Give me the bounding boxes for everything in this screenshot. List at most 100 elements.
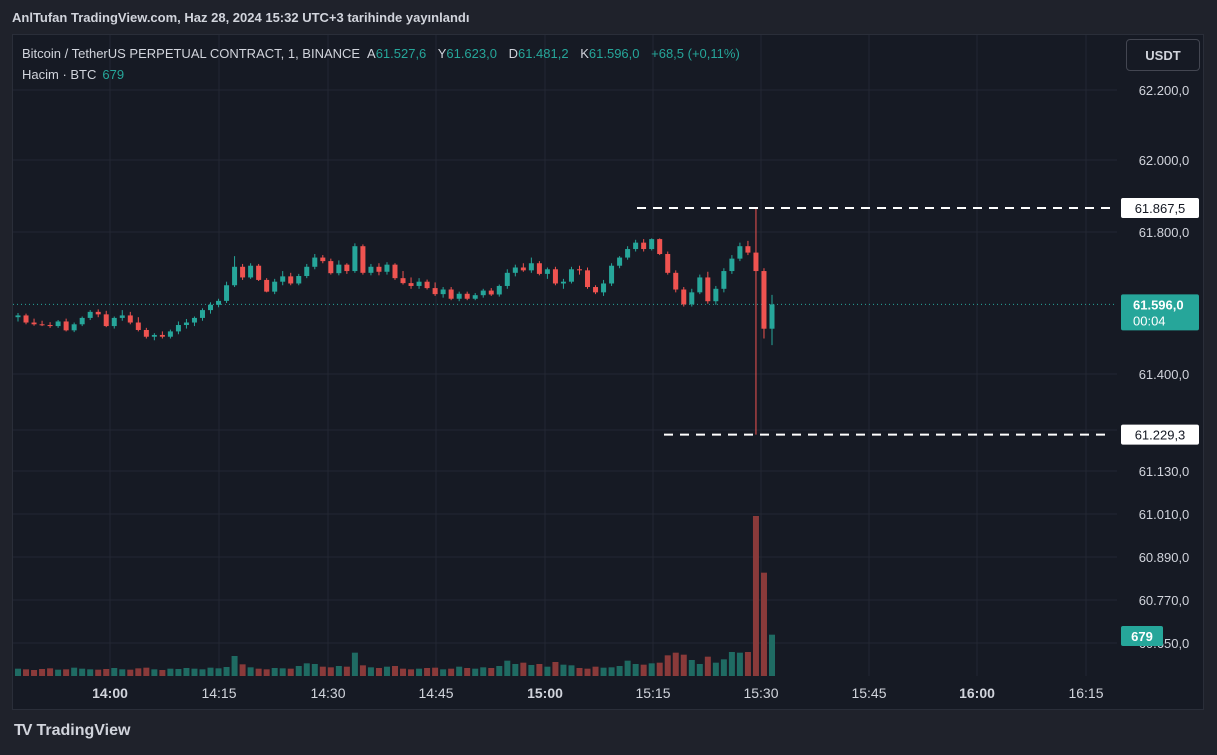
volume-bar (111, 668, 118, 676)
volume-bar (760, 572, 767, 676)
candle (432, 282, 438, 296)
candle (713, 285, 719, 305)
volume-bar (239, 664, 246, 676)
candle (464, 291, 470, 301)
candle (328, 258, 334, 275)
y-tick-label: 62.200,0 (1139, 83, 1190, 98)
volume-bar (464, 668, 471, 676)
candle (280, 271, 286, 286)
candle (23, 313, 29, 325)
volume-bar (432, 667, 439, 676)
volume-bar (536, 664, 543, 676)
volume-bar (472, 668, 479, 676)
x-tick-label: 14:00 (92, 685, 128, 701)
volume-bar (672, 652, 679, 676)
candle (400, 271, 406, 285)
candle (705, 271, 711, 304)
volume-bar (303, 663, 310, 676)
candle (304, 263, 310, 279)
candle (544, 267, 550, 279)
candle (617, 256, 623, 269)
volume-bar (600, 667, 607, 676)
volume-bar (151, 669, 158, 676)
candle (296, 273, 302, 286)
volume-bar (207, 667, 214, 676)
volume-bar (744, 652, 751, 676)
candle (440, 287, 446, 298)
candle (208, 302, 214, 314)
volume-bar (712, 662, 719, 676)
volume-bar (135, 668, 142, 676)
volume-bar (23, 669, 30, 676)
candle (609, 263, 615, 286)
candle (352, 243, 358, 273)
volume-bar (103, 669, 110, 676)
volume-bar (87, 669, 94, 676)
y-tick-label: 61.800,0 (1139, 225, 1190, 240)
candle (119, 310, 125, 321)
candle (585, 267, 591, 289)
candle (248, 263, 254, 279)
candle (183, 318, 189, 329)
last-price-value: 61.596,0 (1133, 297, 1184, 312)
volume-bar (664, 655, 671, 676)
candle (360, 244, 366, 275)
volume-bar (624, 660, 631, 676)
candles (15, 208, 775, 435)
volume-bar (552, 662, 559, 676)
volume-bar (247, 667, 254, 676)
marked-level-value: 61.867,5 (1135, 201, 1186, 216)
volume-bar (640, 664, 647, 676)
candle (111, 316, 117, 329)
volume-bar (271, 668, 278, 676)
candle (753, 208, 759, 435)
x-tick-label: 15:45 (851, 685, 886, 701)
volume-bar (223, 667, 230, 676)
legend-volume-value: 679 (102, 67, 125, 82)
candle (143, 327, 149, 339)
volume-bar (31, 670, 38, 676)
volume-bar (512, 664, 519, 676)
candle (641, 239, 647, 252)
candle (456, 291, 462, 302)
volume-bar (592, 666, 599, 676)
candle (480, 288, 486, 298)
currency-button[interactable]: USDT (1126, 39, 1200, 71)
volume-bar (769, 634, 775, 676)
marked-level-value: 61.229,3 (1135, 428, 1186, 443)
candle (336, 260, 342, 276)
candle (272, 278, 278, 295)
candle (127, 311, 133, 325)
tradingview-footer[interactable]: TV TradingView (14, 722, 130, 740)
volume-bar (392, 666, 398, 676)
volume-bar (183, 668, 190, 676)
volume-bar (295, 666, 302, 676)
candle (528, 257, 534, 273)
volume-bar (456, 666, 463, 676)
candle (560, 278, 566, 289)
volume-bar (416, 668, 423, 676)
y-axis: 62.200,062.000,061.800,061.400,061.250,0… (1121, 83, 1199, 651)
grid-lines (13, 35, 1117, 676)
candle (729, 255, 735, 274)
candle (761, 268, 767, 339)
x-tick-label: 16:00 (959, 685, 995, 701)
volume-bar (71, 667, 78, 676)
x-tick-label: 14:30 (310, 685, 345, 701)
candle (384, 262, 390, 275)
legend-open-value: 61.527,6 (375, 46, 427, 61)
volume-bar (39, 669, 46, 676)
candle (240, 263, 246, 280)
candle (103, 310, 109, 328)
chart-pane[interactable] (12, 34, 1204, 710)
volume-bar (279, 668, 286, 676)
candle (368, 263, 374, 276)
volume-axis-value: 679 (1131, 629, 1153, 644)
marked-level-label: 61.229,3 (1121, 424, 1199, 445)
candle (576, 265, 582, 275)
volume-bar (231, 656, 238, 676)
y-tick-label: 61.400,0 (1139, 367, 1190, 382)
candle (344, 263, 350, 274)
candle (55, 320, 61, 328)
